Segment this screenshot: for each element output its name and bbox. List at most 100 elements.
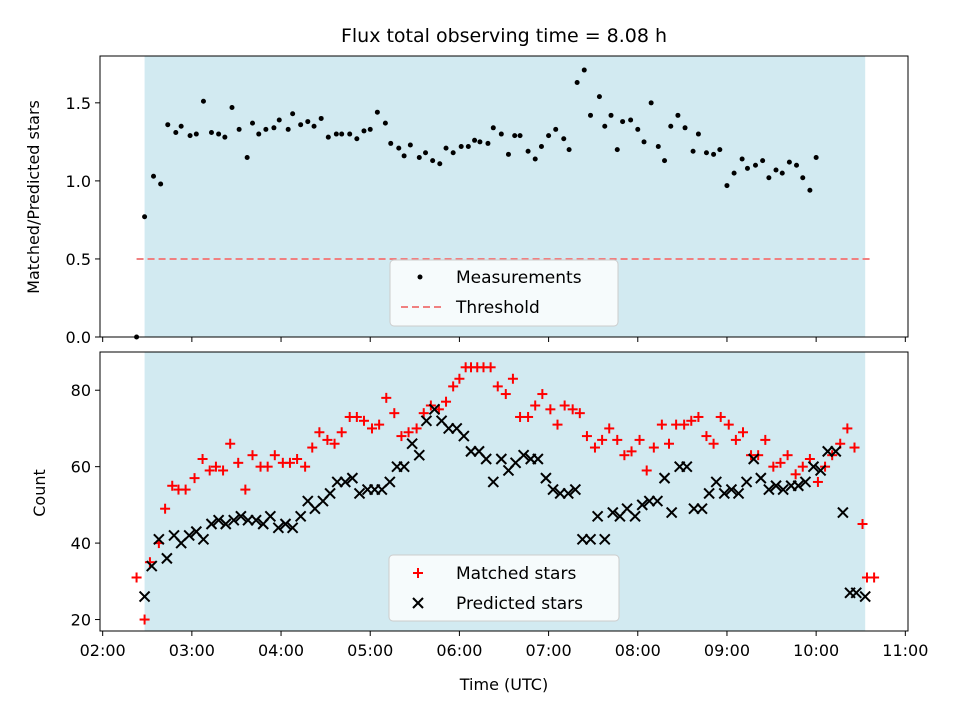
matched-stars-point	[269, 450, 280, 461]
predicted-stars-point	[569, 483, 582, 496]
predicted-stars-point	[607, 506, 619, 519]
matched-stars-point	[760, 434, 771, 445]
matched-stars-point	[552, 419, 563, 430]
measurements-point	[695, 131, 701, 137]
measurements-point	[465, 144, 471, 150]
matched-stars-point	[160, 503, 171, 514]
predicted-stars-point	[495, 453, 508, 465]
predicted-stars-point	[517, 449, 530, 461]
measurements-point	[407, 142, 413, 148]
x-tick-label: 04:00	[258, 641, 304, 660]
measurements-point	[538, 144, 544, 150]
matched-stars-point	[262, 461, 273, 472]
predicted-stars-point	[220, 518, 232, 530]
predicted-stars-point	[264, 510, 277, 523]
matched-stars-point	[589, 442, 600, 453]
x-tick-label: 05:00	[347, 641, 393, 660]
matched-stars-point	[210, 461, 221, 472]
measurements-point	[477, 139, 483, 145]
matched-stars-point	[530, 400, 541, 411]
predicted-stars-point	[547, 483, 559, 496]
predicted-stars-point	[665, 506, 678, 519]
predicted-stars-point	[763, 483, 775, 496]
predicted-stars-point	[725, 483, 738, 496]
matched-stars-point	[131, 572, 142, 583]
predicted-stars-point	[324, 487, 336, 500]
matched-stars-point	[738, 427, 749, 438]
matched-stars-point	[626, 446, 637, 457]
x-tick-label: 03:00	[169, 641, 215, 660]
predicted-stars-point	[770, 480, 782, 492]
predicted-stars-point	[658, 472, 671, 484]
predicted-stars-point	[406, 438, 418, 450]
measurements-point	[553, 126, 559, 132]
measurements-point	[760, 158, 766, 164]
predicted-stars-point	[212, 514, 225, 526]
x-tick-label: 09:00	[704, 641, 750, 660]
bottom-legend-box	[388, 554, 620, 622]
measurements-point	[276, 117, 282, 123]
predicted-stars-point	[235, 510, 247, 523]
measurements-point	[635, 126, 641, 132]
matched-stars-point	[300, 461, 311, 472]
measurements-point	[581, 67, 587, 73]
measurements-point	[614, 147, 620, 153]
measurements-point	[498, 131, 504, 137]
measurements-point	[318, 115, 324, 121]
predicted-stars-point	[146, 560, 158, 572]
matched-stars-point	[307, 442, 318, 453]
matched-stars-point	[139, 614, 150, 625]
matched-stars-point	[715, 411, 726, 422]
measurements-point	[158, 181, 164, 187]
measurements-point	[285, 126, 291, 132]
matched-stars-point	[574, 408, 585, 419]
predicted-stars-point	[696, 502, 708, 515]
measurements-point	[703, 150, 709, 156]
matched-stars-point	[454, 373, 465, 384]
measurements-point	[200, 98, 206, 104]
predicted-stars-point	[718, 487, 730, 500]
matched-stars-point	[240, 484, 251, 495]
predicted-stars-point	[755, 472, 767, 484]
matched-stars-point	[292, 454, 303, 465]
top-y-tick-label: 0.5	[66, 250, 91, 269]
matched-stars-point	[663, 438, 674, 449]
measurements-point	[374, 109, 380, 115]
matched-stars-point	[225, 438, 236, 449]
measurements-point	[333, 131, 339, 137]
measurements-point	[193, 131, 199, 137]
predicted-stars-point	[807, 460, 820, 473]
measurements-point	[662, 158, 668, 164]
predicted-stars-point	[228, 514, 240, 526]
matched-stars-point	[849, 442, 860, 453]
measurements-point	[443, 145, 449, 151]
measurements-point	[574, 80, 580, 86]
predicted-stars-point	[286, 522, 299, 534]
bottom-y-axis-label: Count	[30, 469, 49, 517]
legend-label-threshold: Threshold	[455, 298, 540, 318]
measurements-point	[339, 131, 345, 137]
measurements-point	[596, 94, 602, 100]
matched-stars-point	[485, 362, 496, 373]
matched-stars-point	[204, 465, 215, 476]
measurements-point	[263, 126, 269, 132]
measurements-point	[208, 129, 214, 135]
predicted-stars-point	[540, 472, 552, 484]
predicted-stars-point	[279, 518, 292, 530]
matched-stars-point	[782, 450, 793, 461]
matched-stars-point	[189, 473, 200, 484]
top-y-tick-label: 1.5	[66, 94, 91, 113]
legend-marker-predicted-stars	[412, 597, 424, 609]
predicted-stars-point	[859, 590, 871, 603]
matched-stars-point	[507, 373, 518, 384]
predicted-stars-point	[197, 533, 210, 545]
measurements-point	[682, 125, 688, 131]
matched-stars-point	[197, 454, 208, 465]
measurements-point	[311, 123, 317, 129]
predicted-stars-point	[294, 510, 307, 523]
measurements-point	[739, 156, 745, 162]
matched-stars-point	[612, 434, 623, 445]
measurements-point	[588, 112, 594, 118]
matched-stars-point	[559, 400, 570, 411]
x-axis-label: Time (UTC)	[459, 675, 548, 694]
